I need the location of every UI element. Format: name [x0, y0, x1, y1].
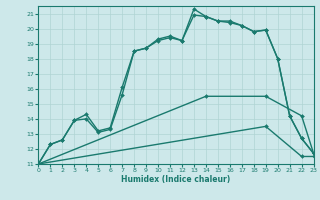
X-axis label: Humidex (Indice chaleur): Humidex (Indice chaleur) — [121, 175, 231, 184]
